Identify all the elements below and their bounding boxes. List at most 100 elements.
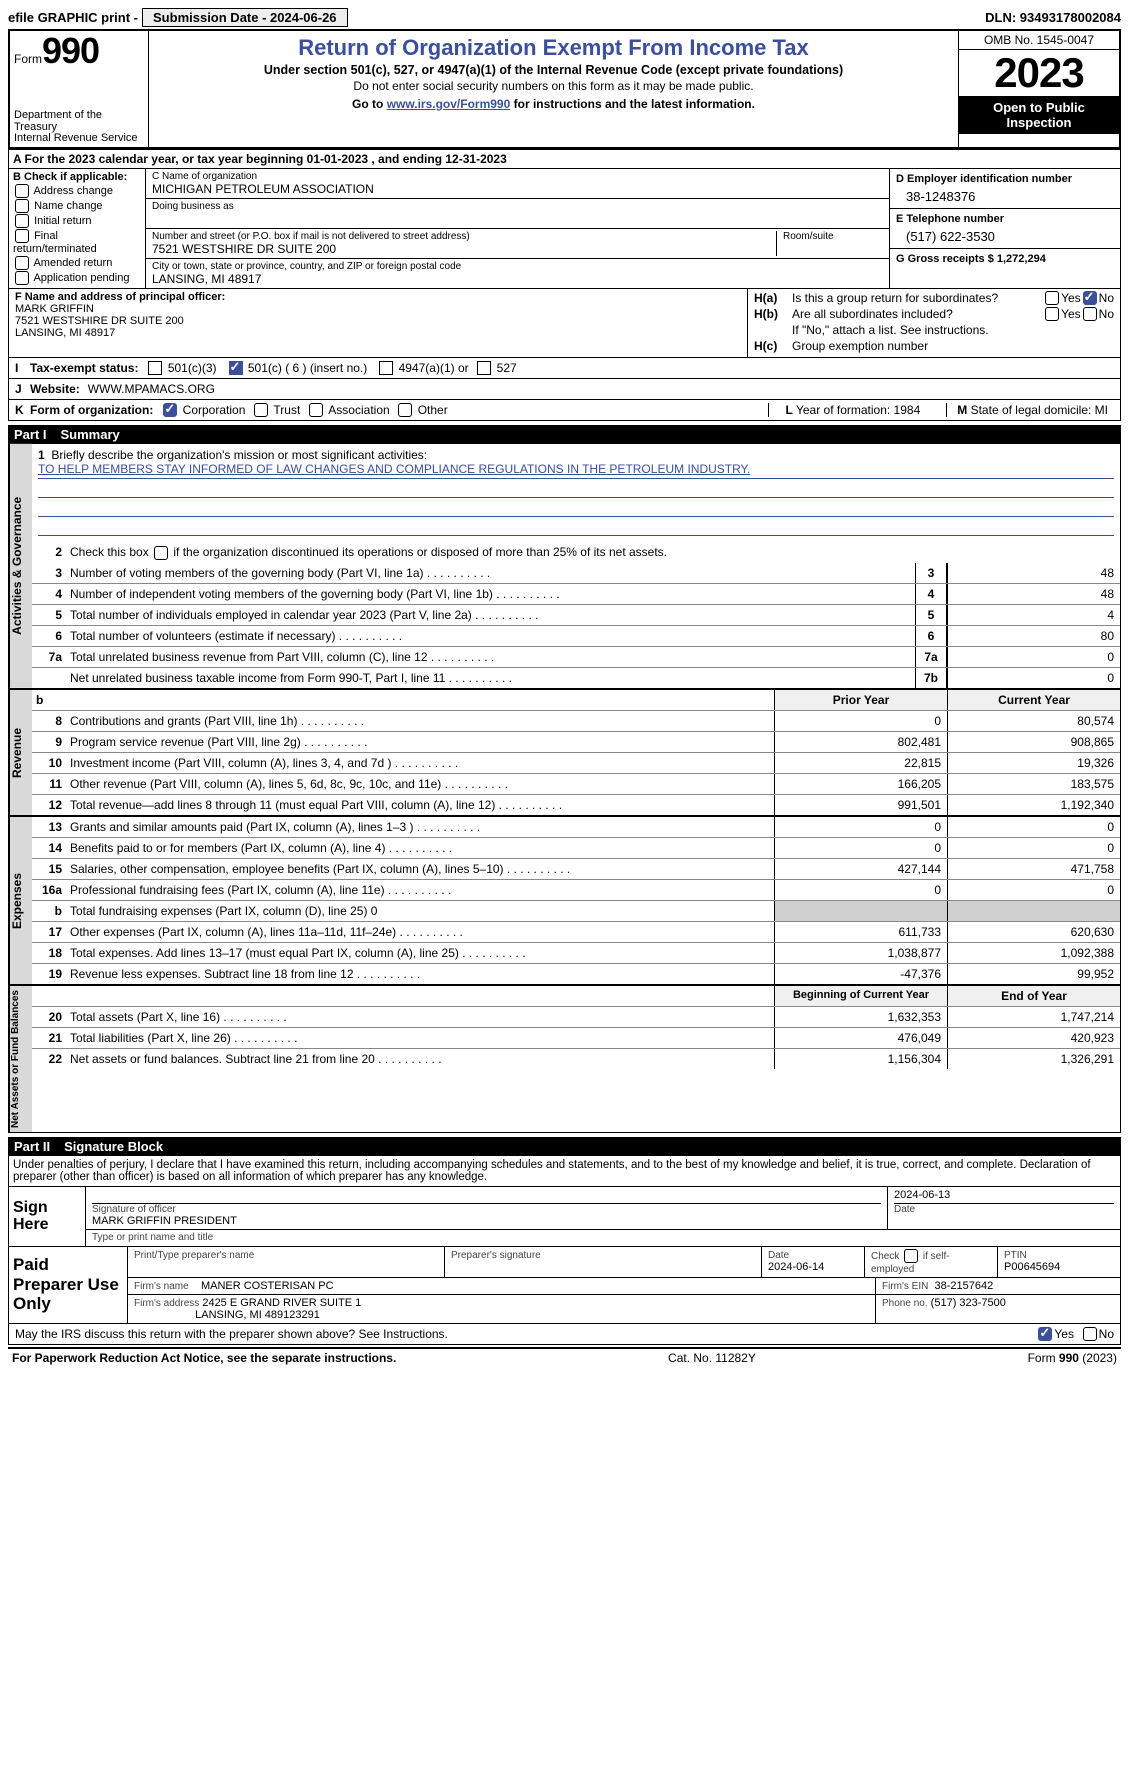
efile-label: efile GRAPHIC print - xyxy=(8,10,138,25)
row-boxnum: 6 xyxy=(915,626,947,646)
prior-year-value: 22,815 xyxy=(774,753,947,773)
check-trust[interactable] xyxy=(254,403,268,417)
officer-label: F Name and address of principal officer: xyxy=(15,291,741,303)
prior-year-value: 611,733 xyxy=(774,922,947,942)
row-num: 12 xyxy=(32,795,66,815)
gross-receipts: G Gross receipts $ 1,272,294 xyxy=(896,253,1114,265)
check-name-change[interactable]: Name change xyxy=(13,199,141,213)
summary-row: 5 Total number of individuals employed i… xyxy=(32,605,1120,626)
prior-year-header: Prior Year xyxy=(774,690,947,710)
catalog-number: Cat. No. 11282Y xyxy=(668,1351,756,1365)
sign-here-block: Sign Here Signature of officer MARK GRIF… xyxy=(8,1187,1121,1247)
column-b-checkboxes: B Check if applicable: Address change Na… xyxy=(9,169,146,288)
current-year-value: 908,865 xyxy=(947,732,1120,752)
check-association[interactable] xyxy=(309,403,323,417)
omb-number: OMB No. 1545-0047 xyxy=(959,31,1119,50)
gray-cell xyxy=(947,901,1120,921)
city-value: LANSING, MI 48917 xyxy=(152,272,883,286)
check-self-employed[interactable] xyxy=(904,1249,918,1263)
current-year-value: 19,326 xyxy=(947,753,1120,773)
firm-ein-value: 38-2157642 xyxy=(934,1280,993,1292)
officer-addr1: 7521 WESTSHIRE DR SUITE 200 xyxy=(15,315,741,327)
form-word: Form xyxy=(14,52,42,66)
irs-link[interactable]: www.irs.gov/Form990 xyxy=(387,97,511,111)
hb-yes-checkbox[interactable] xyxy=(1045,307,1059,321)
check-app-pending[interactable]: Application pending xyxy=(13,271,141,285)
i-label: I xyxy=(15,361,30,375)
org-info-grid: B Check if applicable: Address change Na… xyxy=(8,169,1121,289)
open-to-public-badge: Open to Public Inspection xyxy=(959,96,1119,134)
discuss-no-checkbox[interactable] xyxy=(1083,1327,1097,1341)
opt-501c3: 501(c)(3) xyxy=(168,361,217,375)
row-num: 4 xyxy=(32,584,66,604)
ha-no-checkbox[interactable] xyxy=(1083,291,1097,305)
room-label: Room/suite xyxy=(783,231,883,242)
current-year-value: 620,630 xyxy=(947,922,1120,942)
row-num: 8 xyxy=(32,711,66,731)
opt-4947: 4947(a)(1) or xyxy=(399,361,469,375)
city-label: City or town, state or province, country… xyxy=(152,261,883,272)
row-desc: Revenue less expenses. Subtract line 18 … xyxy=(66,964,774,984)
row-desc: Net assets or fund balances. Subtract li… xyxy=(66,1049,774,1069)
prior-year-value: 1,038,877 xyxy=(774,943,947,963)
h-c-label: H(c) xyxy=(754,339,792,353)
current-year-value: 99,952 xyxy=(947,964,1120,984)
phone-value: (517) 622-3530 xyxy=(896,229,1114,244)
row-desc: Total liabilities (Part X, line 26) xyxy=(66,1028,774,1048)
row-num: 19 xyxy=(32,964,66,984)
sig-officer-label: Signature of officer xyxy=(92,1204,881,1215)
check-initial-return[interactable]: Initial return xyxy=(13,214,141,228)
end-value: 1,747,214 xyxy=(947,1007,1120,1027)
check-final-return[interactable]: Final return/terminated xyxy=(13,229,141,255)
check-501c3[interactable] xyxy=(148,361,162,375)
check-amended-return[interactable]: Amended return xyxy=(13,256,141,270)
no-label: No xyxy=(1099,1327,1114,1341)
firm-ein-label: Firm's EIN xyxy=(882,1281,928,1292)
check-discontinued[interactable] xyxy=(154,546,168,560)
goto-suffix: for instructions and the latest informat… xyxy=(510,97,755,111)
h-b-label: H(b) xyxy=(754,307,792,321)
row-value: 48 xyxy=(947,563,1120,583)
no-label: No xyxy=(1099,307,1114,321)
check-corporation[interactable] xyxy=(163,403,177,417)
end-value: 1,326,291 xyxy=(947,1049,1120,1069)
form-subtitle-3: Go to www.irs.gov/Form990 for instructio… xyxy=(155,97,952,111)
group-return-cell: H(a)Is this a group return for subordina… xyxy=(748,289,1120,357)
row-boxnum: 7a xyxy=(915,647,947,667)
row-num xyxy=(32,668,66,688)
ein-row: D Employer identification number 38-1248… xyxy=(890,169,1120,209)
b-label: b xyxy=(32,690,70,710)
row-boxnum: 7b xyxy=(915,668,947,688)
summary-row: 12 Total revenue—add lines 8 through 11 … xyxy=(32,795,1120,815)
officer-name: MARK GRIFFIN xyxy=(15,303,741,315)
current-year-header: Current Year xyxy=(947,690,1120,710)
check-other[interactable] xyxy=(398,403,412,417)
check-address-change[interactable]: Address change xyxy=(13,184,141,198)
gross-receipts-row: G Gross receipts $ 1,272,294 xyxy=(890,249,1120,288)
row-value: 4 xyxy=(947,605,1120,625)
gray-cell xyxy=(774,901,947,921)
sign-here-label: Sign Here xyxy=(9,1187,86,1246)
prep-sig-label: Preparer's signature xyxy=(451,1250,541,1261)
check-527[interactable] xyxy=(477,361,491,375)
discuss-yes-checkbox[interactable] xyxy=(1038,1327,1052,1341)
row-num: 22 xyxy=(32,1049,66,1069)
check-501c[interactable] xyxy=(229,361,243,375)
hb-no-checkbox[interactable] xyxy=(1083,307,1097,321)
officer-addr2: LANSING, MI 48917 xyxy=(15,327,741,339)
row-num: 11 xyxy=(32,774,66,794)
beginning-year-header: Beginning of Current Year xyxy=(774,986,947,1006)
prep-name-label: Print/Type preparer's name xyxy=(134,1250,254,1261)
sig-date-label: Date xyxy=(894,1204,1114,1215)
col-b-header: B Check if applicable: xyxy=(13,171,141,183)
row-desc: Total unrelated business revenue from Pa… xyxy=(66,647,915,667)
current-year-value: 80,574 xyxy=(947,711,1120,731)
k-text: Form of organization: xyxy=(30,403,153,417)
paid-preparer-block: Paid Preparer Use Only Print/Type prepar… xyxy=(8,1247,1121,1324)
side-label-revenue: Revenue xyxy=(9,690,32,815)
ha-yes-checkbox[interactable] xyxy=(1045,291,1059,305)
summary-row: 18 Total expenses. Add lines 13–17 (must… xyxy=(32,943,1120,964)
form-subtitle-1: Under section 501(c), 527, or 4947(a)(1)… xyxy=(155,63,952,77)
part-ii-header: Part II Signature Block xyxy=(8,1137,1121,1156)
check-4947[interactable] xyxy=(379,361,393,375)
